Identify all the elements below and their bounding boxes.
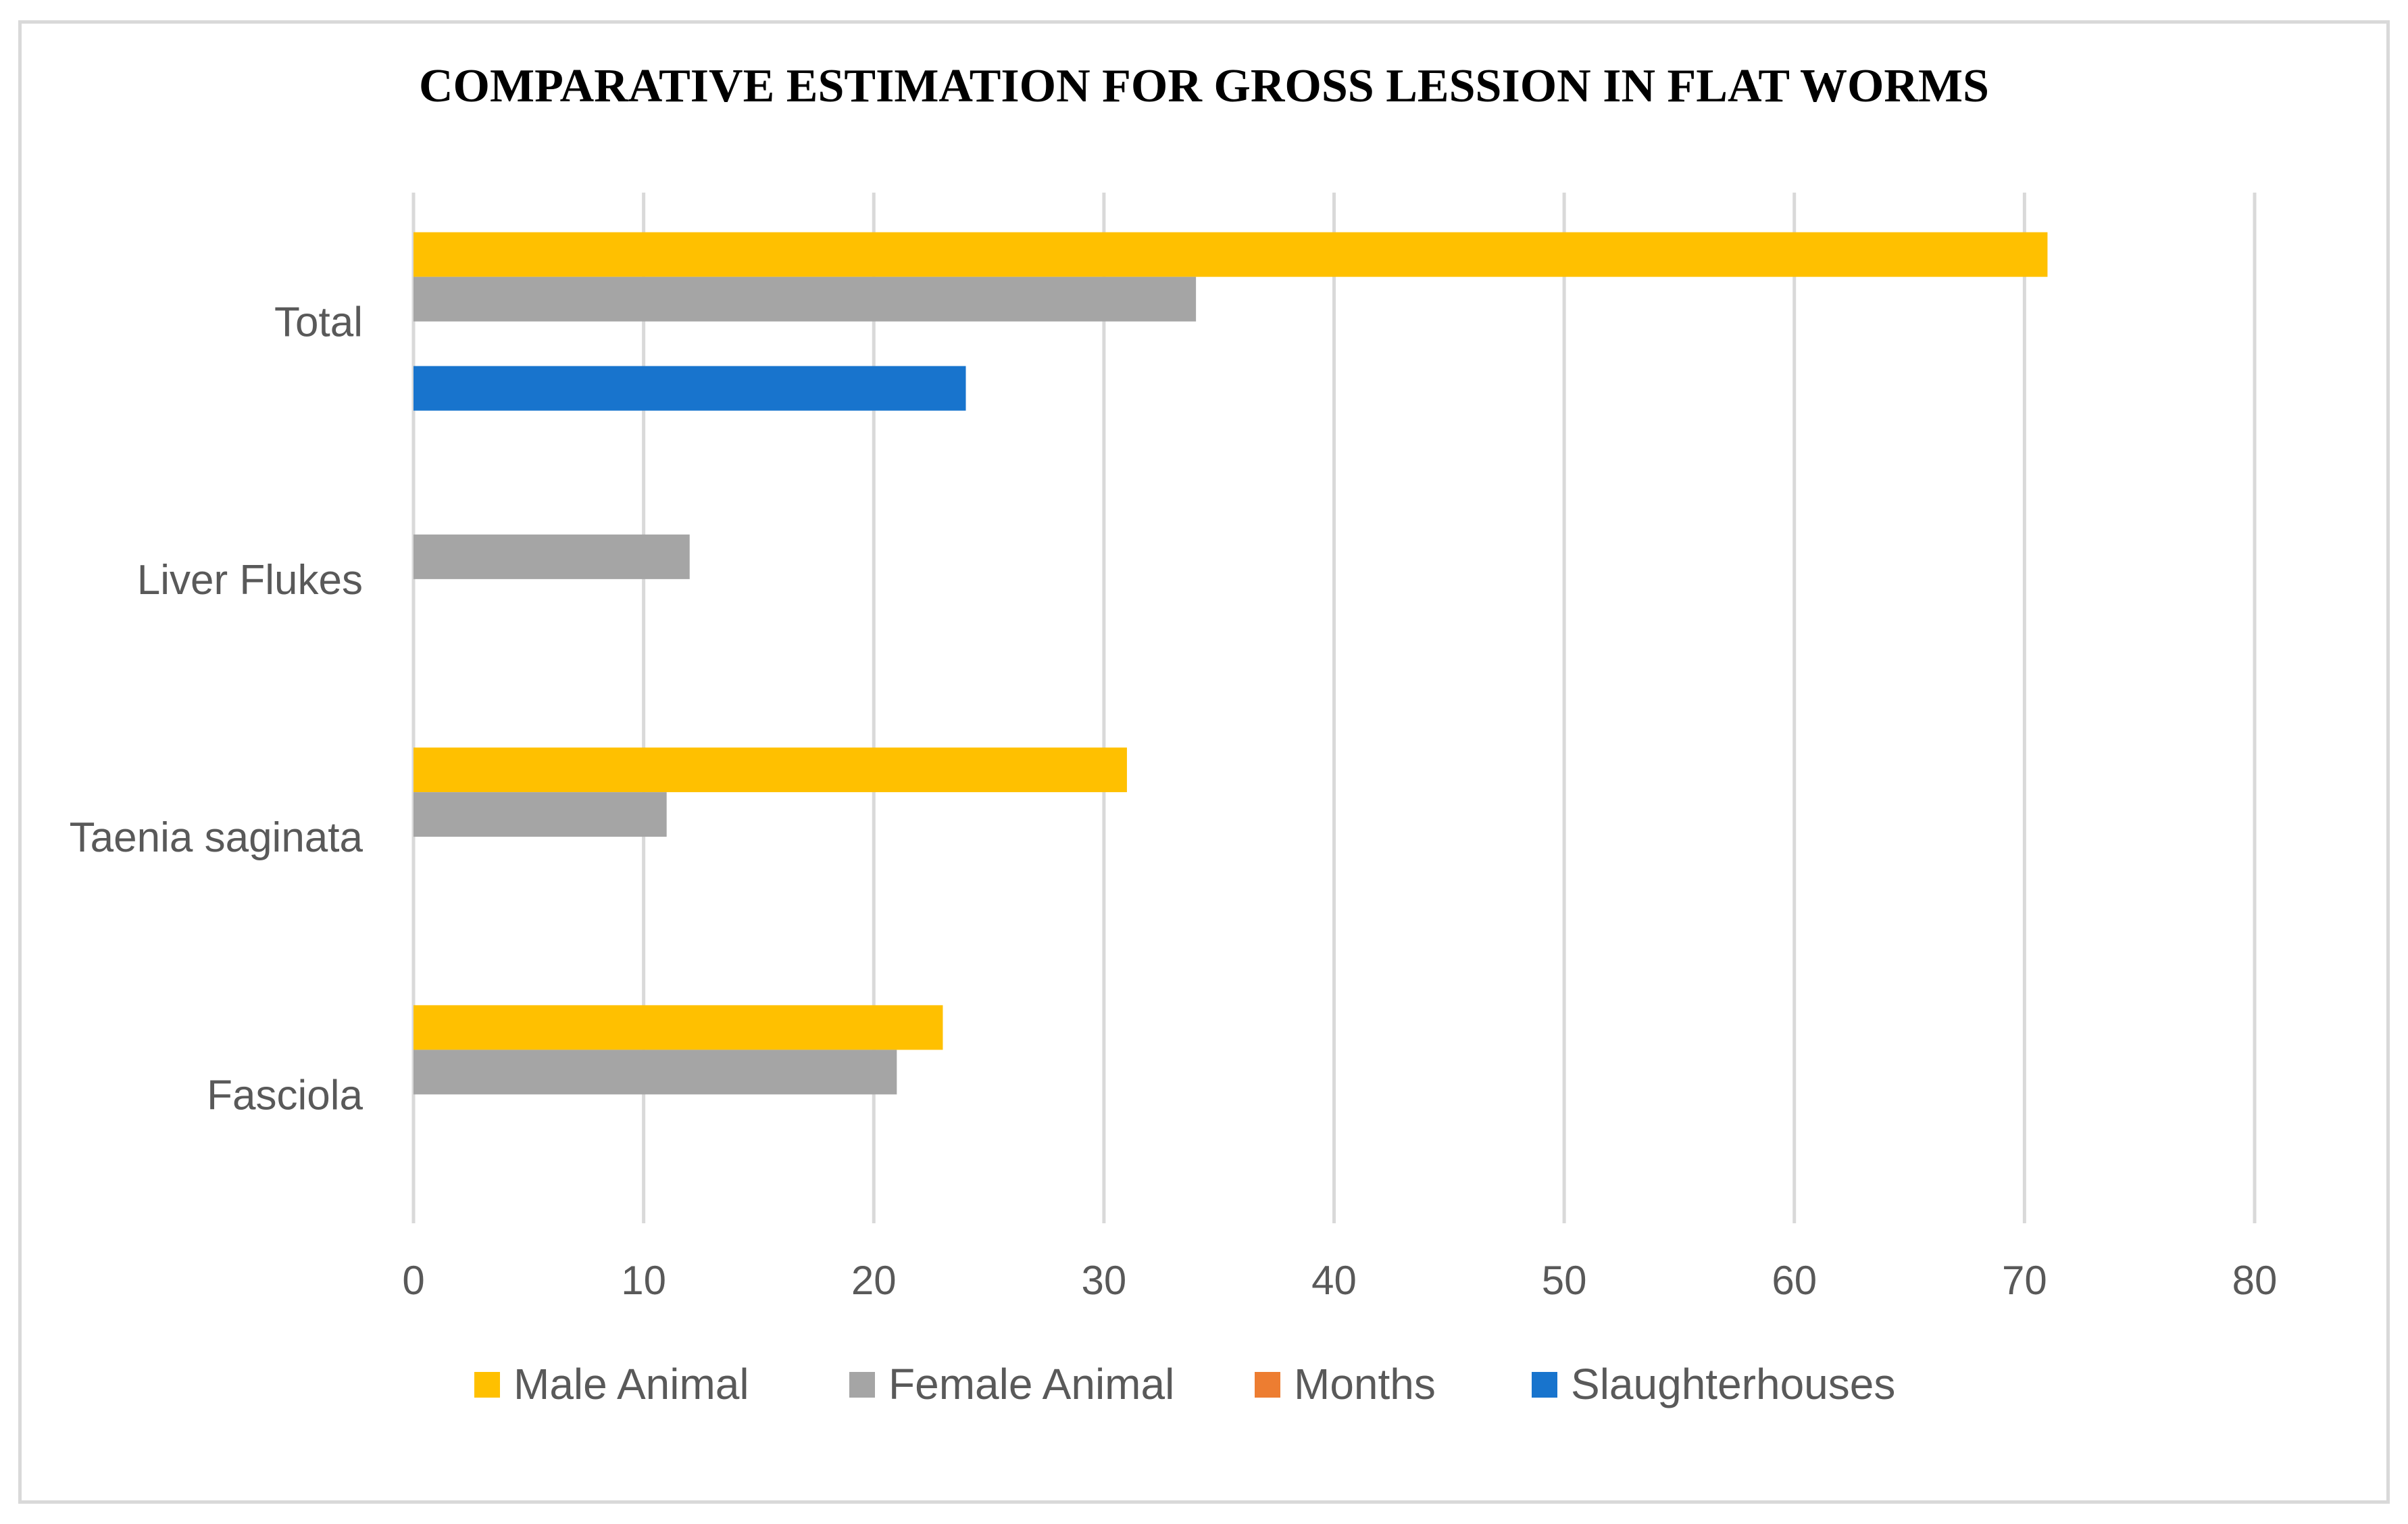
x-tick-label: 10 xyxy=(621,1258,666,1303)
grid-layer xyxy=(411,193,2257,1223)
legend-label: Slaughterhouses xyxy=(1571,1360,1895,1408)
legend-swatch-slaughterhouses xyxy=(1532,1372,1557,1398)
legend-swatch-male-animal xyxy=(474,1372,500,1398)
x-tick-label: 0 xyxy=(402,1258,424,1303)
category-label: Fasciola xyxy=(207,1072,363,1119)
bar-female-animal-taenia-saginata xyxy=(413,792,667,837)
bar-slaughterhouses-total xyxy=(413,366,966,411)
bar-male-animal-taenia-saginata xyxy=(413,747,1127,793)
bars-layer xyxy=(413,232,2048,1095)
bar-female-animal-fasciola xyxy=(413,1050,897,1095)
category-label: Taenia saginata xyxy=(70,814,363,861)
chart-svg: COMPARATIVE ESTIMATION FOR GROSS LESSION… xyxy=(70,60,2278,1408)
y-axis-category-labels: Total Liver Flukes Taenia saginata Fasciola xyxy=(70,299,363,1119)
category-label: Total xyxy=(274,299,363,346)
bar-female-animal-total xyxy=(413,276,1197,322)
legend-label: Male Animal xyxy=(513,1360,749,1408)
bar-female-animal-liver-flukes xyxy=(413,534,690,579)
chart-frame: COMPARATIVE ESTIMATION FOR GROSS LESSION… xyxy=(18,20,2390,1504)
legend-label: Female Animal xyxy=(888,1360,1174,1408)
bar-male-animal-total xyxy=(413,232,2048,277)
chart-title: COMPARATIVE ESTIMATION FOR GROSS LESSION… xyxy=(419,60,1989,112)
x-tick-label: 30 xyxy=(1082,1258,1127,1303)
legend: Male Animal Female Animal Months Slaughterh… xyxy=(474,1360,1895,1408)
x-tick-label: 40 xyxy=(1311,1258,1357,1303)
legend-label: Months xyxy=(1294,1360,1436,1408)
x-tick-label: 60 xyxy=(1772,1258,1817,1303)
x-tick-label: 50 xyxy=(1542,1258,1587,1303)
x-tick-label: 80 xyxy=(2232,1258,2278,1303)
bar-male-animal-fasciola xyxy=(413,1005,943,1050)
legend-swatch-female-animal xyxy=(849,1372,875,1398)
category-label: Liver Flukes xyxy=(137,557,363,604)
x-tick-label: 70 xyxy=(2002,1258,2047,1303)
x-tick-label: 20 xyxy=(851,1258,897,1303)
x-axis-tick-labels: 0 10 20 30 40 50 60 70 80 xyxy=(402,1258,2277,1303)
legend-swatch-months xyxy=(1255,1372,1280,1398)
